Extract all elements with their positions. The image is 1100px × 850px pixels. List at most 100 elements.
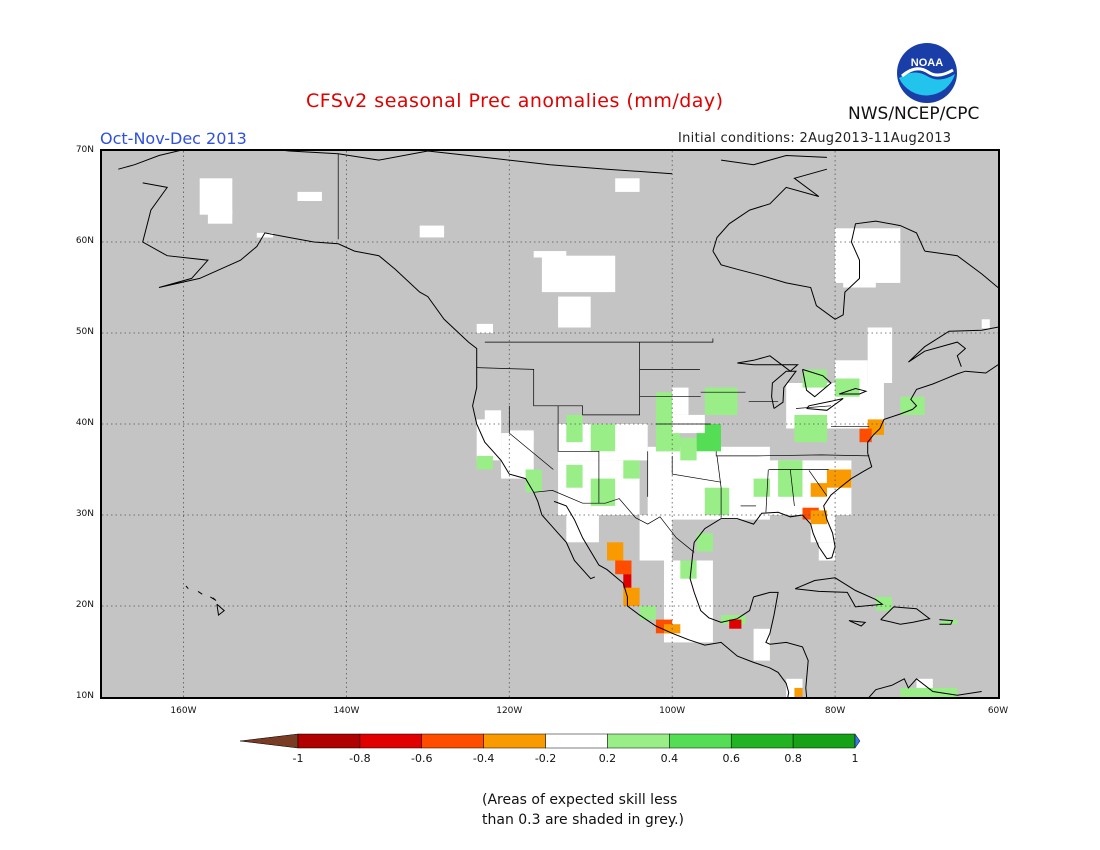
anomaly-cell <box>941 619 958 625</box>
anomaly-cell <box>867 419 884 435</box>
anomaly-cell <box>639 515 673 561</box>
anomaly-cell <box>297 191 322 201</box>
colorbar-segment <box>545 733 608 749</box>
colorbar-segment <box>483 733 546 749</box>
lon-tick-label: 80W <box>824 706 846 716</box>
anomaly-cell <box>541 255 616 293</box>
lat-tick-label: 10N <box>75 691 94 701</box>
coastline-path <box>712 220 926 320</box>
anomaly-cell <box>419 225 445 238</box>
coastline-path <box>721 154 827 166</box>
colorbar-segment <box>607 733 670 749</box>
colorbar-label: -1 <box>292 752 304 765</box>
anomaly-cell <box>859 428 872 443</box>
border-path <box>508 405 554 470</box>
anomaly-cell <box>566 414 583 443</box>
anomaly-cell <box>794 687 803 697</box>
border-path <box>557 405 600 504</box>
anomaly-cell <box>802 369 827 388</box>
anomaly-cell <box>753 628 770 643</box>
border-path <box>716 455 722 518</box>
anomaly-cell <box>810 510 827 525</box>
coastline-path <box>771 370 797 409</box>
colorbar-label: -0.6 <box>411 752 433 765</box>
anomaly-cell <box>900 396 925 415</box>
anomaly-cell <box>484 410 502 424</box>
anomaly-cell <box>810 483 827 497</box>
border-path <box>789 469 795 506</box>
colorbar-label: -0.4 <box>472 752 495 765</box>
anomaly-cell <box>680 560 697 579</box>
anomaly-cell <box>566 464 583 488</box>
coastline-path <box>795 577 884 608</box>
coastline-path <box>939 619 954 625</box>
agency-label: NWS/NCEP/CPC <box>848 104 980 124</box>
coastline-path <box>118 151 673 175</box>
lon-tick-label: 160W <box>170 706 197 716</box>
coastline-path <box>185 585 189 590</box>
coastline-path <box>908 250 998 367</box>
colorbar-arrow-right <box>854 733 861 749</box>
border-path <box>715 451 870 457</box>
anomaly-cell <box>476 323 493 333</box>
anomaly-cell <box>981 319 990 329</box>
lat-tick-label: 60N <box>75 236 94 246</box>
lon-tick-label: 120W <box>496 706 523 716</box>
colorbar-segment <box>669 733 732 749</box>
anomaly-cell <box>696 533 713 552</box>
anomaly-cell <box>525 469 542 493</box>
anomaly-cell <box>900 687 958 697</box>
anomaly-cell <box>835 228 901 283</box>
anomaly-cell <box>753 642 770 661</box>
colorbar-segment <box>359 733 423 749</box>
anomaly-cell <box>704 387 738 415</box>
coastline-path <box>839 387 868 395</box>
anomaly-cell <box>207 210 233 224</box>
anomaly-cell <box>476 455 493 470</box>
coastline-path <box>848 620 867 627</box>
colorbar-label: -0.8 <box>349 752 371 765</box>
anomaly-cell <box>533 251 567 258</box>
anomaly-cell <box>509 430 534 443</box>
anomaly-cell <box>615 178 640 192</box>
color-bar <box>240 733 861 749</box>
anomaly-cell <box>476 419 502 461</box>
anomaly-cell <box>835 360 868 383</box>
anomaly-cell <box>794 414 827 443</box>
anomaly-cell <box>607 542 624 561</box>
anomaly-cell <box>623 574 632 588</box>
anomaly-cell <box>835 378 860 397</box>
skill-note-line2: than 0.3 are shaded in grey.) <box>482 812 685 828</box>
colorbar-segment <box>792 733 856 749</box>
anomaly-cell <box>256 232 274 238</box>
coastline-path <box>806 398 844 411</box>
border-path <box>484 338 714 343</box>
anomaly-cell <box>704 487 730 515</box>
anomaly-cell <box>672 387 689 415</box>
map-canvas <box>102 151 998 697</box>
anomaly-cell <box>867 327 893 383</box>
border-path <box>795 405 832 409</box>
coastline-path <box>689 364 998 623</box>
coastline-path <box>553 500 790 697</box>
lon-tick-label: 140W <box>333 706 360 716</box>
colorbar-label: 0.2 <box>598 752 617 765</box>
anomaly-cell <box>875 596 893 611</box>
border-path <box>476 342 640 416</box>
border-path <box>671 455 722 483</box>
lon-tick-label: 100W <box>659 706 686 716</box>
graticule <box>102 151 998 697</box>
precip-anomaly-map <box>100 149 1000 699</box>
colorbar-label: 0.4 <box>660 752 679 765</box>
anomaly-cell <box>916 678 933 688</box>
coastline-path <box>753 591 809 697</box>
lat-tick-label: 20N <box>75 600 94 610</box>
lat-tick-label: 70N <box>75 145 94 155</box>
coastline-path <box>197 590 203 595</box>
coastline-path <box>737 355 799 372</box>
coastlines <box>118 151 998 697</box>
anomaly-cell <box>590 424 616 452</box>
coastline-path <box>142 182 596 580</box>
map-title: CFSv2 seasonal Prec anomalies (mm/day) <box>306 90 724 112</box>
lat-tick-label: 50N <box>75 327 94 337</box>
